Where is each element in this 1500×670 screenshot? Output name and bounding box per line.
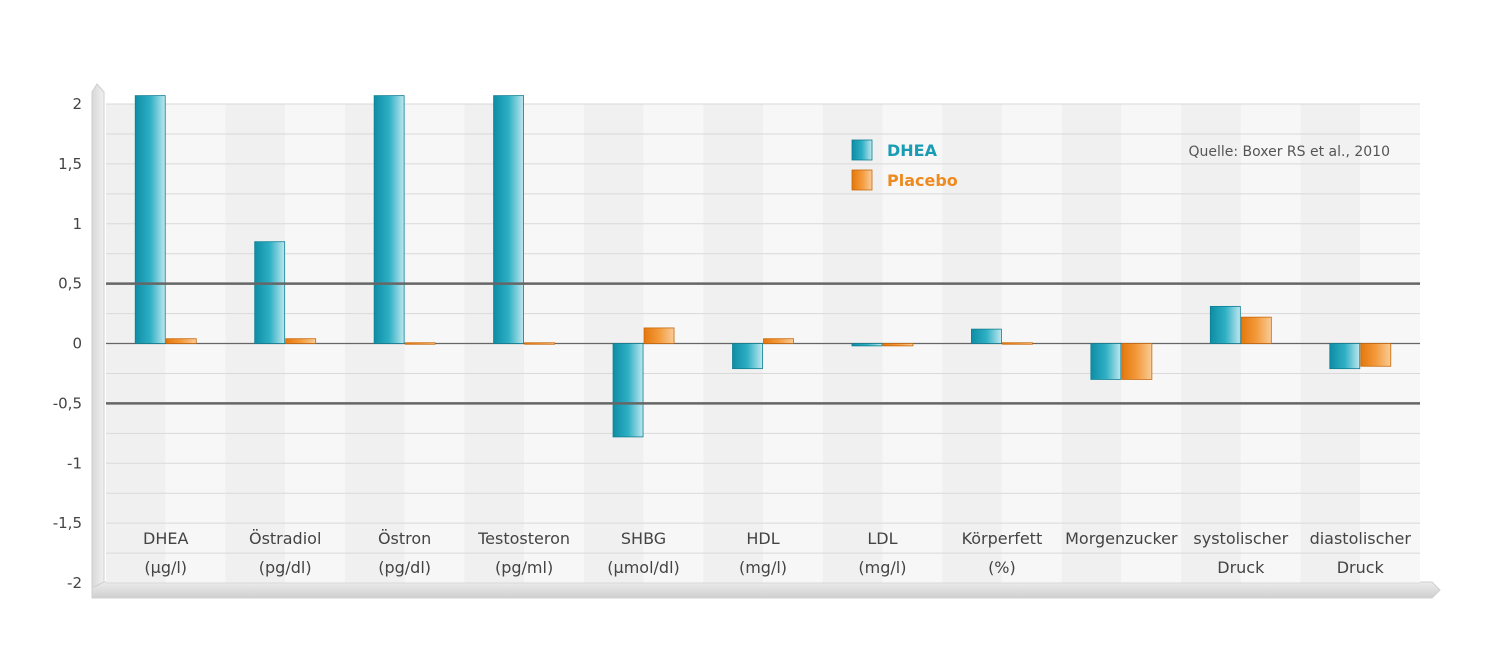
bar-placebo-4	[643, 327, 675, 344]
bar-placebo-8	[1121, 343, 1153, 380]
bar-dhea-0	[134, 95, 166, 344]
bar-placebo-6	[882, 343, 914, 347]
category-label: systolischer	[1193, 529, 1288, 548]
category-unit-label: Druck	[1217, 558, 1265, 577]
bar-dhea-5	[732, 343, 763, 370]
category-unit-label: Druck	[1337, 558, 1385, 577]
bar-dhea-3	[493, 95, 524, 344]
bar-placebo-0	[165, 338, 197, 344]
reference-lines	[106, 282, 1420, 405]
category-unit-label: (pg/ml)	[495, 558, 553, 577]
bar-dhea-7	[971, 328, 1002, 344]
bars	[134, 95, 1392, 438]
category-label: diastolischer	[1310, 529, 1412, 548]
bar-dhea-4	[612, 343, 644, 438]
category-label: LDL	[867, 529, 897, 548]
bar-placebo-7	[1002, 342, 1033, 345]
category-unit-label: (mg/l)	[858, 558, 906, 577]
y-tick-label: 0	[72, 335, 82, 353]
category-label: DHEA	[143, 529, 188, 548]
category-unit-label: (mg/l)	[739, 558, 787, 577]
category-label: Körperfett	[962, 529, 1043, 548]
category-unit-label: (µmol/dl)	[607, 558, 679, 577]
category-label: HDL	[746, 529, 779, 548]
y-tick-label: -1	[67, 454, 82, 472]
category-label: Testosteron	[477, 529, 570, 548]
legend-label-dhea: DHEA	[887, 141, 938, 160]
category-label: Östradiol	[249, 529, 321, 548]
legend-swatch-placebo	[851, 169, 873, 191]
bar-dhea-6	[851, 343, 883, 347]
y-tick-label: 1,5	[58, 155, 82, 173]
y-tick-label: 1	[72, 215, 82, 233]
y-axis-bar	[91, 83, 105, 597]
legend-label-placebo: Placebo	[887, 171, 958, 190]
bar-dhea-10	[1329, 343, 1361, 370]
legend: DHEA Placebo	[851, 139, 958, 191]
category-label: Östron	[378, 529, 431, 548]
x-axis-bar	[91, 581, 1441, 599]
category-unit-label: (pg/dl)	[259, 558, 312, 577]
category-label: SHBG	[621, 529, 666, 548]
category-label: Morgenzucker	[1065, 529, 1178, 548]
bar-placebo-2	[404, 342, 436, 345]
category-unit-label: (µg/l)	[144, 558, 187, 577]
category-unit-label: (%)	[988, 558, 1016, 577]
bar-placebo-10	[1360, 343, 1392, 367]
bar-dhea-1	[254, 241, 286, 344]
bar-placebo-5	[763, 338, 794, 344]
y-tick-label: -0,5	[53, 394, 82, 412]
y-tick-label: 0,5	[58, 275, 82, 293]
category-labels: DHEA (µg/l) Östradiol (pg/dl) Östron (pg/dl) T…	[143, 529, 1411, 577]
bar-placebo-3	[524, 342, 555, 345]
y-tick-label: -1,5	[53, 514, 82, 532]
bar-dhea-9	[1209, 305, 1241, 344]
category-unit-label: (pg/dl)	[378, 558, 431, 577]
y-tick-label: -2	[67, 574, 82, 592]
bar-dhea-2	[373, 95, 405, 344]
bar-placebo-1	[285, 338, 317, 344]
bar-dhea-8	[1090, 343, 1122, 380]
legend-swatch-dhea	[851, 139, 873, 161]
y-tick-label: 2	[72, 95, 82, 113]
y-tick-labels: 2 1,5 1 0,5 0 -0,5 -1 -1,5 -2	[53, 95, 82, 592]
bar-placebo-9	[1240, 316, 1272, 344]
source-note: Quelle: Boxer RS et al., 2010	[1188, 144, 1390, 160]
